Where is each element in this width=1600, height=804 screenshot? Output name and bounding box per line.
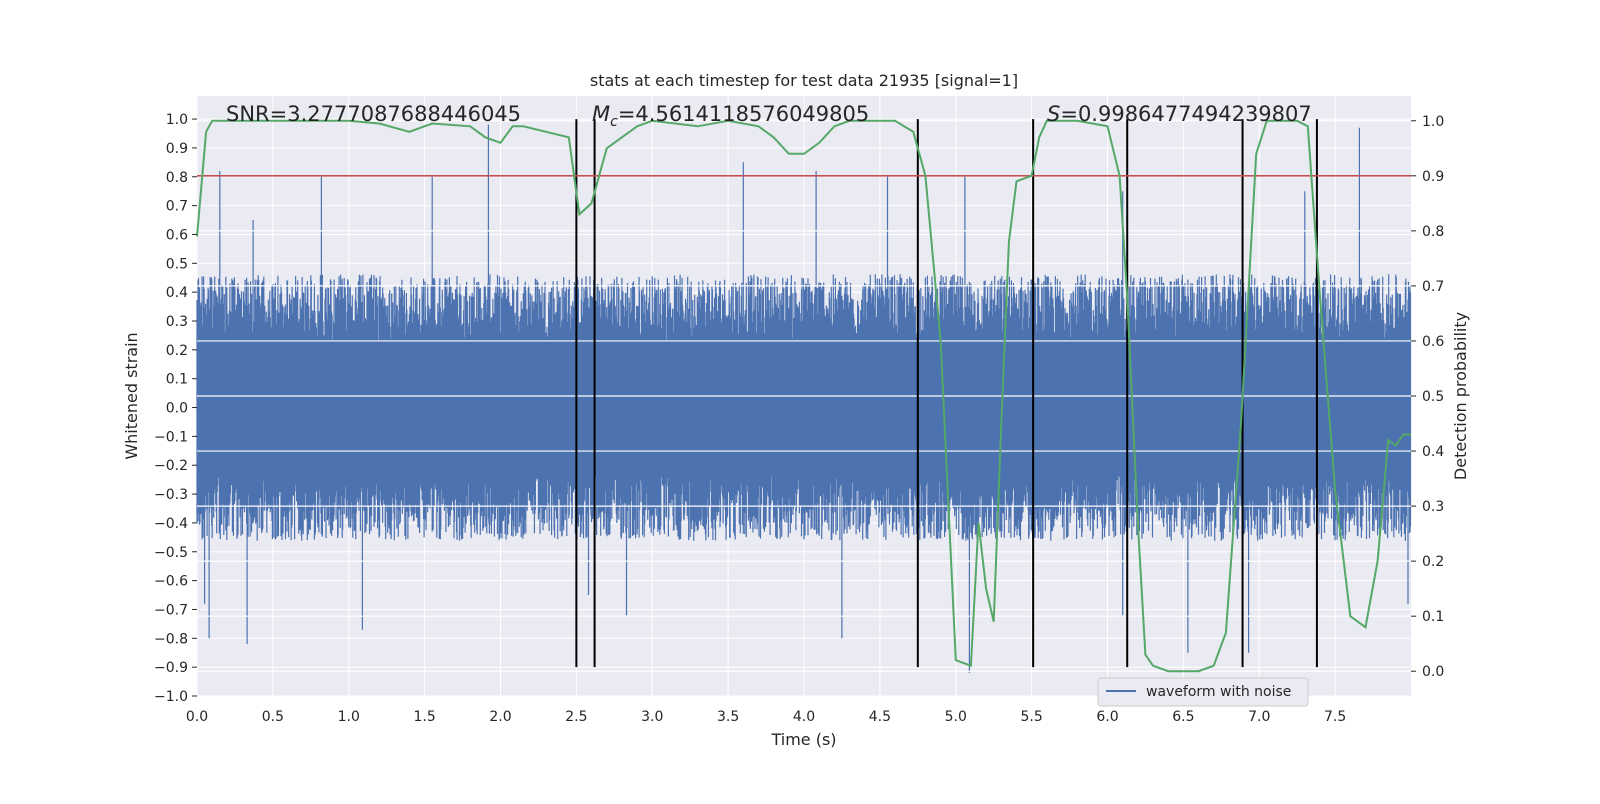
y-tick-label: 0.1 — [166, 372, 188, 388]
y-tick-label: −1.0 — [154, 689, 188, 705]
y-tick-label: 0.3 — [166, 314, 188, 330]
y2-tick-label: 1.0 — [1422, 114, 1444, 130]
y2-tick-labels: 1.0 0.9 0.8 0.7 0.6 0.5 0.4 0.3 0.2 0.1 0.0 — [1411, 114, 1444, 680]
y2-tick-label: 0.5 — [1422, 389, 1444, 405]
x-tick-label: 3.0 — [641, 709, 663, 725]
x-tick-label: 2.5 — [565, 709, 587, 725]
legend: waveform with noise — [1097, 677, 1309, 707]
y2-tick-label: 0.7 — [1422, 279, 1444, 295]
y2-tick-label: 0.8 — [1422, 224, 1444, 240]
x-tick-label: 0.0 — [186, 709, 208, 725]
y-tick-label: −0.4 — [154, 516, 188, 532]
y-tick-labels: 1.0 0.9 0.8 0.7 0.6 0.5 0.4 0.3 0.2 0.1 0.0 −0.1 −0.… — [154, 112, 197, 705]
s-annotation: S=0.9986477494239807 — [1047, 102, 1312, 126]
chirp-mass-subscript: c — [610, 114, 618, 130]
detection-probability-series — [196, 119, 1411, 673]
y-tick-label: 0.8 — [166, 170, 188, 186]
y-tick-label: −0.8 — [154, 631, 188, 647]
detection-probability-line — [196, 119, 1411, 673]
y-tick-label: −0.1 — [154, 429, 188, 445]
y-tick-label: 0.7 — [166, 199, 188, 215]
x-tick-label: 1.0 — [338, 709, 360, 725]
y-tick-label: 0.2 — [166, 343, 188, 359]
x-tick-label: 0.5 — [262, 709, 284, 725]
y2-tick-label: 0.9 — [1422, 169, 1444, 185]
x-tick-label: 6.0 — [1096, 709, 1118, 725]
x-tick-labels: 0.0 0.5 1.0 1.5 2.0 2.5 3.0 3.5 4.0 4.5 5.0 5.5 6.0 6… — [186, 709, 1346, 725]
chirp-mass-value: =4.5614118576049805 — [618, 102, 869, 126]
y-tick-label: 0.6 — [166, 227, 188, 243]
y-tick-label: −0.6 — [154, 574, 188, 590]
x-tick-label: 1.5 — [413, 709, 435, 725]
y2-tick-label: 0.3 — [1422, 499, 1444, 515]
waveform-series — [196, 124, 1412, 673]
waveform-trace — [196, 124, 1412, 673]
y-tick-label: −0.9 — [154, 660, 188, 676]
y-tick-label: 0.4 — [166, 285, 188, 301]
x-tick-label: 2.0 — [489, 709, 511, 725]
y-tick-label: −0.7 — [154, 602, 188, 618]
legend-box — [1097, 677, 1309, 707]
y-tick-label: −0.5 — [154, 545, 188, 561]
y-tick-label: 0.5 — [166, 256, 188, 272]
chirp-mass-symbol: M — [592, 102, 610, 126]
x-tick-label: 6.5 — [1172, 709, 1194, 725]
chart-title: stats at each timestep for test data 219… — [590, 71, 1018, 90]
y2-axis-label: Detection probability — [1451, 312, 1470, 480]
y-tick-label: 1.0 — [166, 112, 188, 128]
y2-tick-label: 0.1 — [1422, 609, 1444, 625]
x-tick-label: 7.0 — [1248, 709, 1270, 725]
y2-tick-label: 0.2 — [1422, 554, 1444, 570]
y-tick-label: −0.3 — [154, 487, 188, 503]
x-tick-label: 7.5 — [1324, 709, 1346, 725]
x-tick-label: 4.0 — [793, 709, 815, 725]
y-tick-label: 0.0 — [166, 401, 188, 417]
x-tick-label: 3.5 — [717, 709, 739, 725]
y2-tick-label: 0.6 — [1422, 334, 1444, 350]
y-axis-label: Whitened strain — [122, 332, 141, 459]
x-tick-label: 5.5 — [1020, 709, 1042, 725]
snr-annotation: SNR=3.2777087688446045 — [226, 102, 521, 126]
legend-label: waveform with noise — [1146, 684, 1291, 700]
x-axis-label: Time (s) — [770, 730, 836, 749]
s-symbol: S — [1047, 102, 1060, 126]
x-tick-label: 5.0 — [945, 709, 967, 725]
chirp-mass-annotation: Mc=4.5614118576049805 — [592, 102, 869, 130]
y-tick-label: −0.2 — [154, 458, 188, 474]
y2-tick-label: 0.4 — [1422, 444, 1444, 460]
y2-tick-label: 0.0 — [1422, 664, 1444, 680]
s-value: =0.9986477494239807 — [1060, 102, 1311, 126]
y-tick-label: 0.9 — [166, 141, 188, 157]
x-tick-label: 4.5 — [869, 709, 891, 725]
